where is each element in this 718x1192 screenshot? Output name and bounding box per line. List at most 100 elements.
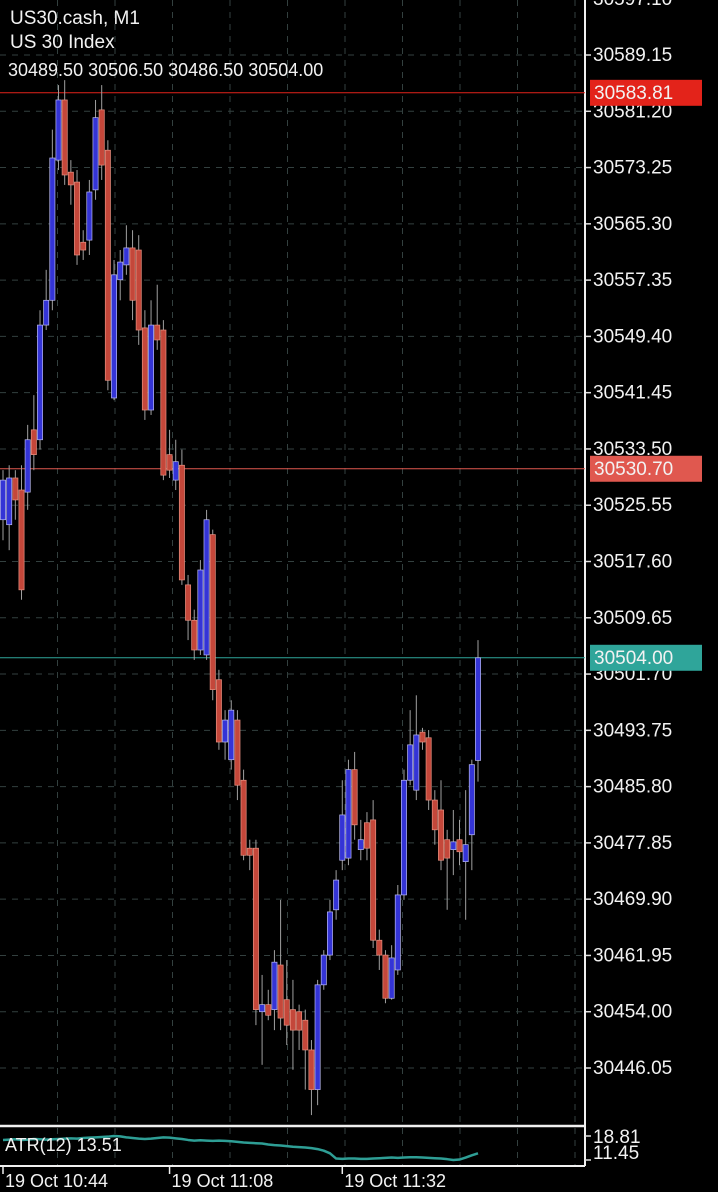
candle-body [308,1049,315,1090]
chart-subtitle: US 30 Index [10,32,115,53]
candle-body [111,274,117,399]
candle-body [80,241,87,251]
candle-body [357,839,364,850]
y-tick-label: 30469.90 [593,889,672,910]
candle-body [92,117,99,191]
candle-body [265,1004,272,1016]
candle-body [6,477,13,526]
candle-body [444,839,451,859]
y-tick-label: 30533.50 [593,439,672,460]
indicator-tick-label: 18.81 [593,1127,641,1148]
candle-body [129,247,136,301]
y-tick-label: 30517.60 [593,552,672,573]
y-tick-label: 30485.80 [593,777,672,798]
candle-body [370,819,377,941]
candle-body [12,477,19,501]
x-tick-label: 19 Oct 11:08 [172,1171,274,1191]
candle-body [166,454,173,471]
candle-body [222,719,229,743]
candle-body [0,479,6,521]
candle-body [24,439,31,493]
candle-body [388,957,395,999]
candle-body [141,327,148,411]
candle-body [351,769,358,826]
marks-layer [0,80,481,1162]
candle-body [345,769,352,859]
candle-body [475,657,481,761]
candle-body [401,779,407,896]
price-line-label: 30530.70 [594,459,673,480]
candle-body [302,1019,309,1051]
candle-body [462,844,469,863]
candle-body [283,999,290,1026]
y-tick-label: 30565.30 [593,214,672,235]
candle-body [240,779,247,856]
y-tick-label: 30581.20 [593,101,672,122]
candle-body [123,247,130,266]
price-line-tag [590,455,702,482]
candle-body [203,519,210,656]
price-line-tag [590,79,702,106]
candle-body [74,181,80,256]
candle-body [431,799,438,831]
candle-body [364,822,370,849]
candle-body [314,984,321,1090]
candle-body [30,429,37,455]
candle-body [450,841,457,850]
candle-body [382,954,389,999]
candle-body [234,719,241,786]
ohlc-readout: 30489.50 30506.50 30486.50 30504.00 [8,60,323,80]
indicator-line [2,1134,479,1162]
y-tick-label: 30557.35 [593,270,672,291]
indicator-tick-label: 11.45 [593,1143,639,1164]
y-tick-label: 30589.15 [593,45,672,66]
candle-body [252,847,259,1010]
candle-body [117,261,124,281]
y-tick-label: 30541.45 [593,383,672,404]
price-line-label: 30504.00 [594,648,673,669]
candle-body [394,894,401,971]
candle-body [172,461,179,481]
candle-body [18,489,25,591]
y-tick-label: 30573.25 [593,158,672,179]
y-tick-label: 30597.10 [593,0,672,10]
candle-body [61,99,68,176]
candle-body [413,734,420,791]
y-tick-label: 30477.85 [593,833,672,854]
candle-body [289,1009,296,1031]
y-tick-label: 30525.55 [593,495,672,516]
candle-body [98,109,105,166]
x-tick-label: 19 Oct 10:44 [5,1171,108,1191]
candle-body [104,149,111,381]
grid-layer [0,0,591,1174]
chart-title: US30.cash, M1 [10,8,140,29]
labels-layer: US30.cash, M1 US 30 Index 30489.50 30506… [5,0,702,1191]
candle-body [67,171,74,186]
candle-body [320,954,327,986]
candle-body [160,329,167,476]
candle-body [178,464,185,581]
indicator-title: ATR(12) 13.51 [5,1135,122,1155]
y-tick-label: 30493.75 [593,720,672,741]
candle-body [55,99,62,161]
candle-body [296,1011,303,1031]
candle-body [209,534,216,690]
price-line-label: 30583.81 [594,83,673,104]
candle-body [468,764,475,836]
candle-body [228,709,235,761]
candle-body [197,569,204,651]
candle-body [376,939,383,956]
candle-body [326,911,333,956]
y-tick-label: 30454.00 [593,1002,672,1023]
candle-body [43,299,50,326]
candle-body [456,839,463,853]
candle-body [407,744,414,781]
x-tick-label: 19 Oct 11:32 [344,1171,446,1191]
candle-body [339,814,346,861]
candle-body [135,249,142,331]
candle-body [215,679,222,743]
candle-body [419,731,426,743]
